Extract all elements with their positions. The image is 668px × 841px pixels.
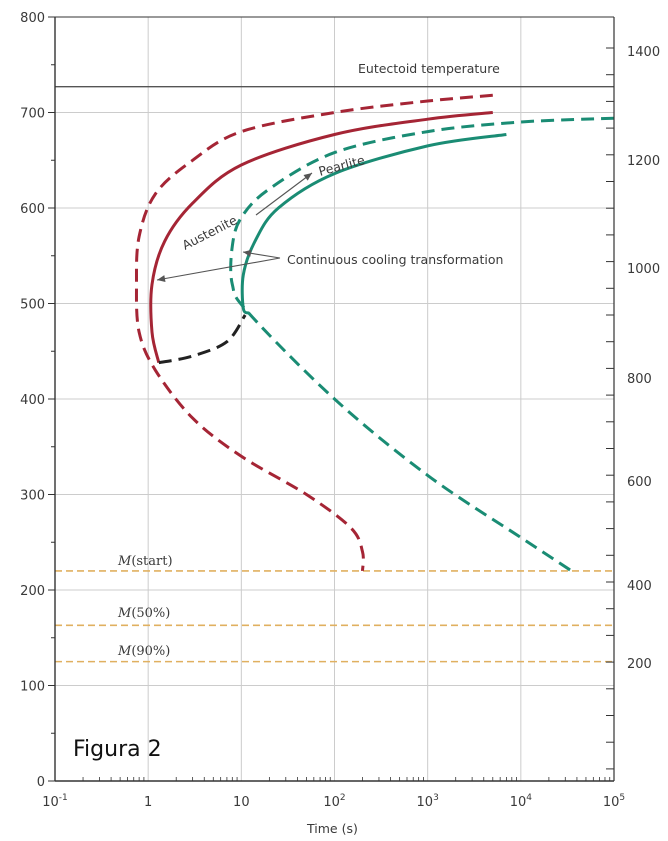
austenite-label: Austenite bbox=[180, 212, 240, 253]
x-tick-label: 104 bbox=[510, 793, 533, 810]
y2-tick-label: 200 bbox=[627, 657, 652, 672]
curve-red-solid-finish bbox=[149, 111, 493, 364]
y2-tick-label: 400 bbox=[627, 579, 652, 594]
y-tick-label: 700 bbox=[20, 107, 45, 122]
x-tick-label: 105 bbox=[603, 793, 625, 810]
continuous-arrow-right-head bbox=[243, 249, 252, 257]
curve-green-dashed bbox=[229, 116, 615, 573]
y-tick-label: 600 bbox=[20, 202, 45, 217]
pearlite-label: Pearlite bbox=[317, 152, 367, 179]
m-start-label: M(start) bbox=[117, 554, 173, 569]
martensite-lines bbox=[55, 570, 614, 663]
curve-black-dashed bbox=[158, 314, 247, 365]
x-tick-label: 103 bbox=[417, 793, 439, 810]
y-tick-label: 800 bbox=[20, 11, 45, 26]
x-tick-label: 10-1 bbox=[42, 793, 68, 810]
y-tick-label: 100 bbox=[20, 680, 45, 695]
y-tick-label: 400 bbox=[20, 393, 45, 408]
austenite-pearlite-arrow bbox=[255, 172, 313, 216]
x-tick-label: 1 bbox=[144, 795, 152, 810]
y2-tick-label: 1200 bbox=[627, 154, 660, 169]
x-tick-label: 102 bbox=[323, 793, 345, 810]
figure-label: Figura 2 bbox=[73, 737, 162, 762]
y2-tick-label: 600 bbox=[627, 475, 652, 490]
eutectoid-label: Eutectoid temperature bbox=[358, 61, 500, 76]
plot-frame bbox=[48, 16, 615, 782]
continuous-arrow-left-head bbox=[157, 275, 166, 282]
y2-tick-label: 1400 bbox=[627, 45, 660, 60]
x-tick-label: 10 bbox=[233, 795, 250, 810]
curve-red-dashed-start bbox=[134, 93, 493, 571]
m-50-label: M(50%) bbox=[117, 606, 170, 621]
x-axis-label: Time (s) bbox=[306, 821, 358, 836]
tick-labels: 0 100 200 300 400 500 600 700 800 200 400 600 800 100… bbox=[20, 11, 660, 810]
y2-tick-label: 1000 bbox=[627, 262, 660, 277]
y-tick-label: 0 bbox=[37, 775, 45, 790]
curve-green-solid bbox=[240, 133, 507, 315]
austenite-pearlite-arrow-head bbox=[303, 173, 312, 181]
transformation-curves bbox=[134, 93, 615, 573]
y-tick-label: 300 bbox=[20, 489, 45, 504]
annotation-arrows bbox=[156, 172, 313, 282]
m-90-label: M(90%) bbox=[117, 644, 170, 659]
grid-lines bbox=[54, 16, 615, 782]
y-tick-label: 200 bbox=[20, 584, 45, 599]
y-tick-label: 500 bbox=[20, 298, 45, 313]
continuous-arrow-left bbox=[156, 257, 281, 281]
y2-tick-label: 800 bbox=[627, 372, 652, 387]
continuous-cooling-label: Continuous cooling transformation bbox=[287, 252, 503, 267]
